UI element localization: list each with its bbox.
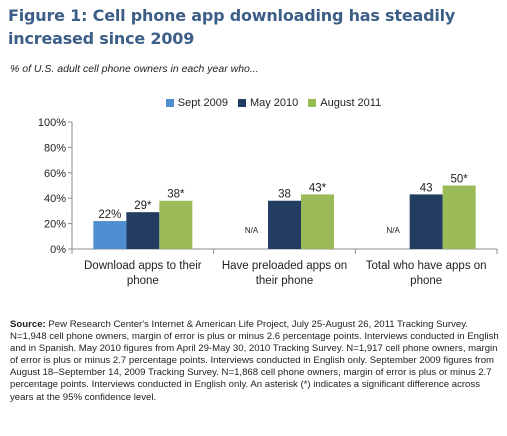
category-label: Have preloaded apps on bbox=[222, 260, 347, 272]
bar bbox=[159, 200, 193, 249]
legend-swatch bbox=[165, 99, 174, 107]
bar bbox=[409, 194, 443, 249]
source-note: Source: Pew Research Center's Internet &… bbox=[10, 319, 500, 404]
y-tick-label: 40% bbox=[44, 193, 66, 205]
legend-label: Sept 2009 bbox=[177, 97, 228, 109]
data-label: 43 bbox=[420, 182, 433, 194]
source-label: Source: bbox=[10, 319, 46, 330]
legend-item-august-2011: August 2011 bbox=[308, 97, 381, 109]
data-label: 38* bbox=[167, 189, 185, 201]
data-label-na: N/A bbox=[386, 226, 400, 235]
y-tick-label: 20% bbox=[44, 219, 66, 231]
data-label: 29* bbox=[134, 200, 152, 212]
category-label: phone bbox=[410, 275, 442, 287]
bar bbox=[268, 200, 301, 249]
chart-legend: Sept 2009 May 2010 August 2011 bbox=[0, 97, 507, 109]
legend-swatch bbox=[237, 99, 246, 107]
y-tick-label: 60% bbox=[44, 168, 66, 180]
chart-title: Figure 1: Cell phone app downloading has… bbox=[8, 6, 456, 48]
category-label: phone bbox=[127, 275, 159, 287]
chart-subtitle: % of U.S. adult cell phone owners in eac… bbox=[10, 63, 259, 75]
data-label-na: N/A bbox=[245, 226, 259, 235]
legend-label: May 2010 bbox=[249, 97, 299, 109]
category-label: Total who have apps on bbox=[366, 260, 487, 272]
bar bbox=[126, 212, 160, 249]
bar bbox=[301, 194, 334, 249]
source-text: Pew Research Center's Internet & America… bbox=[10, 319, 499, 403]
legend-swatch bbox=[308, 99, 317, 107]
category-label: their phone bbox=[256, 275, 314, 287]
bar bbox=[93, 221, 127, 249]
data-label: 43* bbox=[309, 182, 327, 194]
data-label: 22% bbox=[98, 209, 121, 221]
bar bbox=[442, 185, 476, 249]
legend-item-may-2010: May 2010 bbox=[237, 97, 299, 109]
category-label: Download apps to their bbox=[84, 260, 202, 272]
bar-chart: 0% 20% 40% 60% 80% 100% 22% 29* 38* Download apps… bbox=[38, 117, 498, 287]
y-tick-label: 80% bbox=[44, 142, 66, 154]
legend-label: August 2011 bbox=[320, 97, 382, 109]
y-tick-label: 100% bbox=[38, 117, 66, 129]
y-tick-label: 0% bbox=[50, 244, 66, 256]
legend-item-sept-2009: Sept 2009 bbox=[165, 97, 228, 109]
data-label: 38 bbox=[278, 189, 291, 201]
data-label: 50* bbox=[451, 174, 469, 186]
